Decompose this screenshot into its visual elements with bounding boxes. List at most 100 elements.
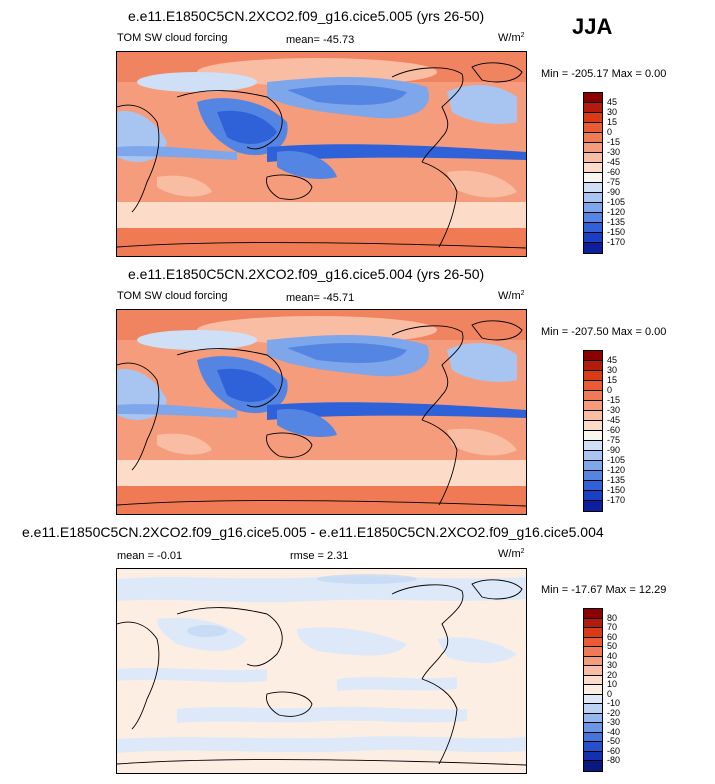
colorbar-cell [584,723,602,733]
colorbar-cell [584,381,602,391]
panel-2-minmax: Min = -207.50 Max = 0.00 [541,326,667,338]
colorbar-tick-label: -105 [607,197,626,207]
colorbar-cell [584,183,602,193]
colorbar-tick-label: -170 [607,237,626,247]
colorbar-cell [584,685,602,695]
panel-2-title: e.e11.E1850C5CN.2XCO2.f09_g16.cice5.004 … [128,266,485,282]
panel-3-title: e.e11.E1850C5CN.2XCO2.f09_g16.cice5.005 … [22,524,604,540]
colorbar-tick-label: -170 [607,495,626,505]
colorbar-cell [584,93,602,103]
colorbar-tick-label: -150 [607,227,626,237]
colorbar-cell [584,656,602,667]
colorbar-tick-label: -90 [607,445,621,455]
colorbar-tick-label: -45 [607,157,621,167]
colorbar-cell [584,618,602,629]
panel-1-title: e.e11.E1850C5CN.2XCO2.f09_g16.cice5.005 … [128,8,485,24]
colorbar-tick-label: -135 [607,475,626,485]
panel-3-colorbar [583,608,603,772]
colorbar-tick-label: -30 [607,405,621,415]
panel-1-units: W/m2 [498,32,525,44]
colorbar-tick-label: 30 [607,660,618,671]
colorbar-tick-label: 60 [607,631,618,642]
colorbar-tick-label: -30 [607,147,621,157]
colorbar-tick-label: 70 [607,622,618,633]
colorbar-tick-label: -15 [607,395,621,405]
colorbar-cell [584,481,602,491]
panel-1-map [116,51,527,257]
colorbar-cell [584,742,602,752]
colorbar-tick-label: -40 [607,726,621,737]
colorbar-cell [584,203,602,213]
colorbar-cell [584,351,602,361]
colorbar-tick-label: -60 [607,167,621,177]
panel-1-minmax: Min = -205.17 Max = 0.00 [541,68,667,80]
colorbar-tick-label: 45 [607,355,618,365]
colorbar-cell [584,143,602,153]
colorbar-tick-label: 30 [607,107,618,117]
colorbar-cell [584,153,602,163]
colorbar-cell [584,461,602,471]
colorbar-tick-label: 0 [607,385,613,395]
colorbar-tick-label: -75 [607,177,621,187]
colorbar-cell [584,411,602,421]
colorbar-cell [584,243,602,253]
colorbar-tick-label: 40 [607,650,618,661]
colorbar-cell [584,421,602,431]
colorbar-cell [584,713,602,724]
colorbar-cell [584,704,602,714]
colorbar-cell [584,666,602,676]
colorbar-cell [584,123,602,133]
colorbar-cell [584,223,602,233]
colorbar-tick-label: 15 [607,117,618,127]
colorbar-tick-label: 30 [607,365,618,375]
colorbar-tick-label: 0 [607,688,613,699]
colorbar-tick-label: -90 [607,187,621,197]
colorbar-cell [584,133,602,143]
colorbar-cell [584,103,602,113]
colorbar-tick-label: -120 [607,465,626,475]
colorbar-tick-label: -75 [607,435,621,445]
colorbar-cell [584,761,602,771]
panel-1-mean: mean= -45.73 [286,34,355,46]
colorbar-tick-label: 45 [607,97,618,107]
colorbar-cell [584,391,602,401]
colorbar-cell [584,173,602,183]
colorbar-tick-label: 80 [607,612,618,623]
colorbar-cell [584,628,602,638]
colorbar-tick-label: -15 [607,137,621,147]
panel-3-rmse: rmse = 2.31 [290,550,349,562]
colorbar-cell [584,233,602,243]
colorbar-cell [584,163,602,173]
colorbar-tick-label: 20 [607,669,618,680]
colorbar-cell [584,371,602,381]
colorbar-cell [584,361,602,371]
panel-2-mean: mean= -45.71 [286,292,355,304]
panel-1-field-label: TOM SW cloud forcing [117,32,228,44]
colorbar-cell [584,501,602,511]
colorbar-tick-label: 15 [607,375,618,385]
colorbar-cell [584,751,602,762]
colorbar-cell [584,637,602,648]
panel-3-minmax: Min = -17.67 Max = 12.29 [541,584,667,596]
colorbar-tick-label: -80 [607,755,621,766]
colorbar-cell [584,732,602,743]
panel-2-field-label: TOM SW cloud forcing [117,290,228,302]
colorbar-cell [584,441,602,451]
panel-3-units: W/m2 [498,548,525,560]
colorbar-cell [584,213,602,223]
colorbar-tick-label: -150 [607,485,626,495]
colorbar-cell [584,401,602,411]
panel-2-units: W/m2 [498,290,525,302]
panel-2-colorbar [583,350,603,512]
colorbar-tick-label: -135 [607,217,626,227]
colorbar-tick-label: -20 [607,707,621,718]
panel-3-mean: mean = -0.01 [117,550,183,562]
colorbar-tick-label: -50 [607,736,621,747]
colorbar-tick-label: -10 [607,698,621,709]
colorbar-tick-label: -120 [607,207,626,217]
panel-3-map [116,568,527,774]
colorbar-cell [584,193,602,203]
colorbar-cell [584,491,602,501]
colorbar-cell [584,647,602,657]
colorbar-tick-label: -30 [607,717,621,728]
